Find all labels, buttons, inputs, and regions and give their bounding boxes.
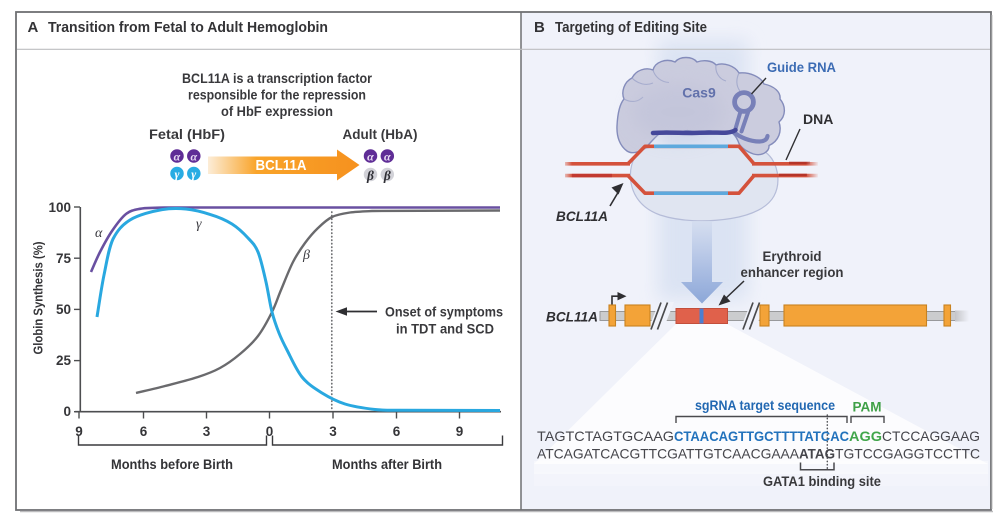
svg-text:Adult (HbA): Adult (HbA) <box>343 127 418 142</box>
svg-text:AGG: AGG <box>849 428 882 444</box>
svg-text:Transition from Fetal to Adult: Transition from Fetal to Adult Hemoglobi… <box>48 20 328 36</box>
svg-text:9: 9 <box>456 424 464 439</box>
svg-text:Months before Birth: Months before Birth <box>111 456 233 472</box>
svg-text:ATAG: ATAG <box>799 446 835 462</box>
svg-text:Globin Synthesis (%): Globin Synthesis (%) <box>31 242 46 355</box>
svg-text:TGTCCGAGGTCCTTC: TGTCCGAGGTCCTTC <box>835 446 980 462</box>
svg-text:α: α <box>174 150 181 164</box>
svg-text:α: α <box>190 150 197 164</box>
svg-text:0: 0 <box>266 424 274 439</box>
svg-text:responsible for the repression: responsible for the repression <box>188 88 366 103</box>
svg-text:β: β <box>383 168 391 183</box>
svg-text:Targeting of Editing Site: Targeting of Editing Site <box>555 20 707 36</box>
svg-text:GATA1 binding site: GATA1 binding site <box>763 474 881 489</box>
svg-text:50: 50 <box>56 302 71 317</box>
svg-text:γ: γ <box>196 217 202 232</box>
svg-text:β: β <box>366 168 374 183</box>
svg-text:Cas9: Cas9 <box>682 85 716 101</box>
svg-text:Months after Birth: Months after Birth <box>332 456 442 472</box>
svg-text:Erythroid: Erythroid <box>763 249 822 264</box>
svg-text:BCL11A: BCL11A <box>256 157 307 174</box>
svg-text:ATCAGATCACGTTCGATTGTCAACGAAA: ATCAGATCACGTTCGATTGTCAACGAAA <box>537 446 800 462</box>
svg-text:BCL11A is a transcription fact: BCL11A is a transcription factor <box>182 71 373 86</box>
svg-text:CTAACAGTTGCTTTTATCAC: CTAACAGTTGCTTTTATCAC <box>674 428 849 444</box>
svg-text:75: 75 <box>56 251 72 266</box>
svg-text:sgRNA target sequence: sgRNA target sequence <box>695 398 835 413</box>
svg-text:in TDT and SCD: in TDT and SCD <box>396 321 494 337</box>
svg-text:100: 100 <box>48 200 71 215</box>
svg-text:BCL11A: BCL11A <box>546 309 598 325</box>
svg-text:PAM: PAM <box>853 400 882 415</box>
svg-text:6: 6 <box>393 424 401 439</box>
svg-text:25: 25 <box>56 353 72 368</box>
svg-text:DNA: DNA <box>803 111 833 127</box>
svg-text:Fetal (HbF): Fetal (HbF) <box>149 127 225 142</box>
svg-text:α: α <box>95 226 103 241</box>
svg-text:0: 0 <box>63 404 71 419</box>
svg-text:BCL11A: BCL11A <box>556 208 608 224</box>
svg-text:β: β <box>302 248 310 263</box>
svg-text:α: α <box>384 150 391 164</box>
svg-text:9: 9 <box>75 424 83 439</box>
svg-text:B: B <box>534 19 545 36</box>
svg-text:A: A <box>28 19 39 36</box>
svg-text:3: 3 <box>329 424 337 439</box>
svg-text:TAGTCTAGTGCAAG: TAGTCTAGTGCAAG <box>537 428 674 444</box>
svg-text:enhancer region: enhancer region <box>741 265 844 280</box>
svg-text:γ: γ <box>175 167 180 181</box>
svg-text:CTCCAGGAAG: CTCCAGGAAG <box>882 428 980 444</box>
svg-text:α: α <box>367 150 374 164</box>
svg-text:γ: γ <box>191 167 196 181</box>
svg-text:of HbF expression: of HbF expression <box>221 104 333 119</box>
svg-text:3: 3 <box>203 424 211 439</box>
svg-text:Guide RNA: Guide RNA <box>767 60 836 75</box>
svg-text:Onset of symptoms: Onset of symptoms <box>385 304 503 320</box>
svg-text:6: 6 <box>140 424 148 439</box>
